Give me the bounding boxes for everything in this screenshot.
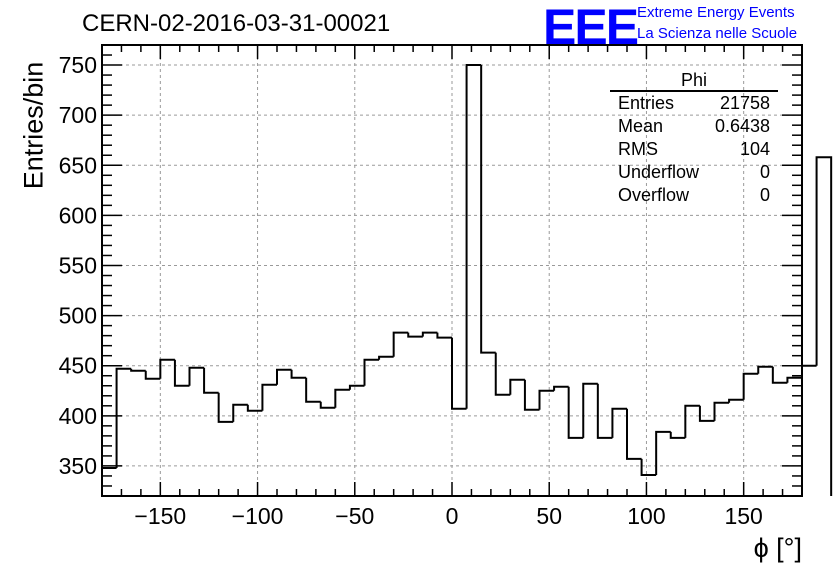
stats-label: Mean: [618, 116, 664, 136]
histogram-bin: [334, 388, 350, 408]
stats-row: Underflow 0: [610, 161, 778, 184]
y-tick-label: 550: [59, 252, 97, 278]
y-tick-label: 450: [59, 353, 97, 379]
stats-value: 21758: [719, 93, 770, 113]
x-tick-label: −50: [335, 503, 374, 529]
histogram-bin: [232, 403, 248, 422]
y-tick-label: 700: [59, 102, 97, 128]
stats-value: 0.6438: [714, 116, 770, 136]
histogram-bin: [684, 404, 700, 438]
histogram-bin: [436, 332, 452, 339]
histogram-bin: [246, 404, 263, 412]
x-tick-label: 50: [536, 503, 562, 529]
x-tick-label: 0: [446, 503, 459, 529]
histogram-bin: [363, 358, 380, 386]
histogram-bin: [713, 401, 730, 421]
histogram-bin: [101, 466, 117, 496]
x-tick-label: 150: [724, 503, 762, 529]
histogram-bin: [261, 383, 277, 411]
histogram-bin: [742, 372, 759, 400]
x-tick-label: −100: [232, 503, 284, 529]
stats-value: 0: [759, 185, 770, 205]
stats-value: 104: [739, 139, 770, 159]
histogram-bin: [319, 401, 336, 409]
histogram-bin: [407, 332, 423, 338]
stats-label: Underflow: [618, 162, 700, 182]
stats-row: RMS 104: [610, 138, 778, 161]
x-tick-label: 100: [627, 503, 665, 529]
logo-caption-1: Extreme Energy Events: [637, 4, 795, 21]
stats-row: Mean 0.6438: [610, 115, 778, 138]
histogram-bin: [494, 352, 511, 396]
y-axis-label: Entries/bin: [18, 61, 49, 190]
y-tick-label: 600: [59, 202, 97, 228]
histogram-bin: [786, 376, 802, 383]
histogram-bin: [115, 367, 132, 468]
histogram-bin: [698, 405, 715, 422]
stats-label: RMS: [618, 139, 658, 159]
stats-row: Entries 21758: [610, 92, 778, 115]
y-tick-label: 350: [59, 453, 97, 479]
histogram-bins: [101, 64, 833, 496]
y-tick-label: 500: [59, 303, 97, 329]
histogram-bin: [538, 389, 555, 410]
histogram-bin: [509, 378, 525, 395]
logo-caption-2: La Scienza nelle Scuole: [637, 25, 798, 42]
histogram-bin: [144, 370, 161, 380]
histogram-bin: [130, 368, 146, 372]
x-tick-label: −150: [134, 503, 186, 529]
histogram-bin: [553, 385, 569, 391]
histogram-bin: [378, 355, 394, 360]
histogram-bin: [480, 65, 496, 354]
histogram-bin: [669, 431, 686, 439]
histogram-bin: [640, 458, 657, 476]
stats-value: 0: [759, 162, 770, 182]
histogram-bin: [465, 64, 482, 409]
stats-title: Phi: [610, 70, 778, 92]
histogram-bin: [348, 384, 365, 390]
histogram-bin: [305, 377, 321, 403]
histogram-bin: [801, 364, 817, 378]
histogram-bin: [771, 366, 788, 384]
histogram-bin: [815, 156, 833, 496]
histogram-bin: [582, 382, 598, 438]
histogram-bin: [159, 358, 175, 379]
histogram-bin: [728, 398, 744, 403]
eee-logo: EEE: [543, 0, 639, 55]
histogram-bin: [626, 408, 642, 460]
histogram-bin: [451, 337, 467, 410]
y-tick-label: 750: [59, 52, 97, 78]
histogram-bin: [655, 430, 671, 475]
stats-label: Overflow: [618, 185, 690, 205]
histogram-bin: [173, 359, 190, 387]
histogram-bin: [217, 392, 234, 423]
stats-label: Entries: [618, 93, 675, 113]
histogram-bin: [203, 367, 219, 394]
histogram-bin: [757, 365, 773, 374]
histogram-bin: [596, 383, 613, 439]
histogram-bin: [611, 407, 627, 438]
histogram-bin: [188, 366, 205, 386]
x-axis-label: ϕ [°]: [753, 533, 802, 563]
y-tick-label: 650: [59, 152, 97, 178]
axis-ticks: [101, 44, 803, 496]
histogram-bin: [290, 369, 307, 379]
histogram-bin: [567, 386, 584, 439]
y-tick-label: 400: [59, 403, 97, 429]
stats-row: Overflow 0: [610, 184, 778, 207]
tick-labels: −150 −100 −50 0 50 100 150 350 400 450 500 550 600 65…: [59, 52, 763, 529]
chart-title: CERN-02-2016-03-31-00021: [82, 10, 391, 37]
histogram-bin: [421, 331, 438, 337]
stats-box: Phi Entries 21758 Mean 0.6438 RMS 104 Under…: [610, 70, 778, 207]
histogram-bin: [392, 331, 409, 357]
histogram-bin: [276, 368, 292, 385]
histogram-bin: [523, 379, 540, 411]
